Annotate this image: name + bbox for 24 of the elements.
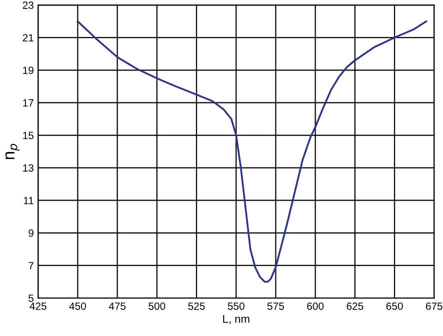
y-tick-label: 19 xyxy=(23,66,34,74)
x-tick-label: 600 xyxy=(307,302,324,310)
x-tick-label: 550 xyxy=(228,302,244,310)
x-tick-label: 575 xyxy=(267,302,284,310)
y-tick-label: 21 xyxy=(22,34,34,42)
y-axis-title: n$_{p}$ xyxy=(5,144,20,160)
x-tick-label: 475 xyxy=(108,302,126,310)
line-series xyxy=(76,20,428,283)
y-tick-label: 7 xyxy=(28,262,34,270)
x-tick-label: 450 xyxy=(69,302,86,310)
y-tick-label: 9 xyxy=(28,229,34,237)
y-tick-label: 5 xyxy=(28,294,34,302)
y-tick-label: 13 xyxy=(23,164,34,172)
x-tick-label: 675 xyxy=(426,302,442,310)
x-tick-label: 425 xyxy=(30,302,46,310)
y-tick-label: 15 xyxy=(23,132,34,140)
x-tick-label: 500 xyxy=(148,302,166,310)
x-tick-label: 525 xyxy=(188,302,205,310)
y-tick-label: 23 xyxy=(22,2,34,9)
y-tick-label: 17 xyxy=(23,99,34,106)
y-tick-label: 11 xyxy=(24,196,34,204)
x-tick-label: 650 xyxy=(386,302,403,310)
x-axis-title: L, nm xyxy=(223,315,250,324)
x-tick-label: 625 xyxy=(346,302,364,310)
